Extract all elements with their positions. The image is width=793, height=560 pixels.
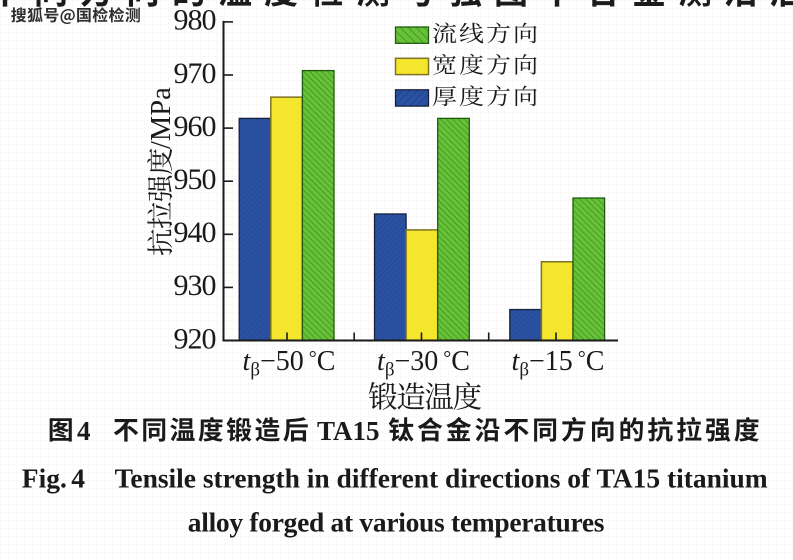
svg-text:tβ−30°C: tβ−30 °C [377,346,470,381]
svg-text:920: 920 [174,322,216,355]
svg-text:tβ−15°C: tβ−15 °C [512,346,605,381]
svg-text:4: 4 [77,416,91,446]
svg-text:980: 980 [174,4,216,37]
svg-text:/MPa: /MPa [146,87,177,149]
svg-text:alloy forged at various temper: alloy forged at various temperatures [188,507,605,538]
svg-text:930: 930 [174,269,216,302]
svg-text:TA15: TA15 [317,416,380,446]
svg-text:tβ−50°C: tβ−50 °C [243,346,336,381]
svg-text:960: 960 [174,110,216,143]
svg-text:970: 970 [174,57,216,90]
svg-text:940: 940 [174,216,216,249]
svg-text:950: 950 [174,163,216,196]
